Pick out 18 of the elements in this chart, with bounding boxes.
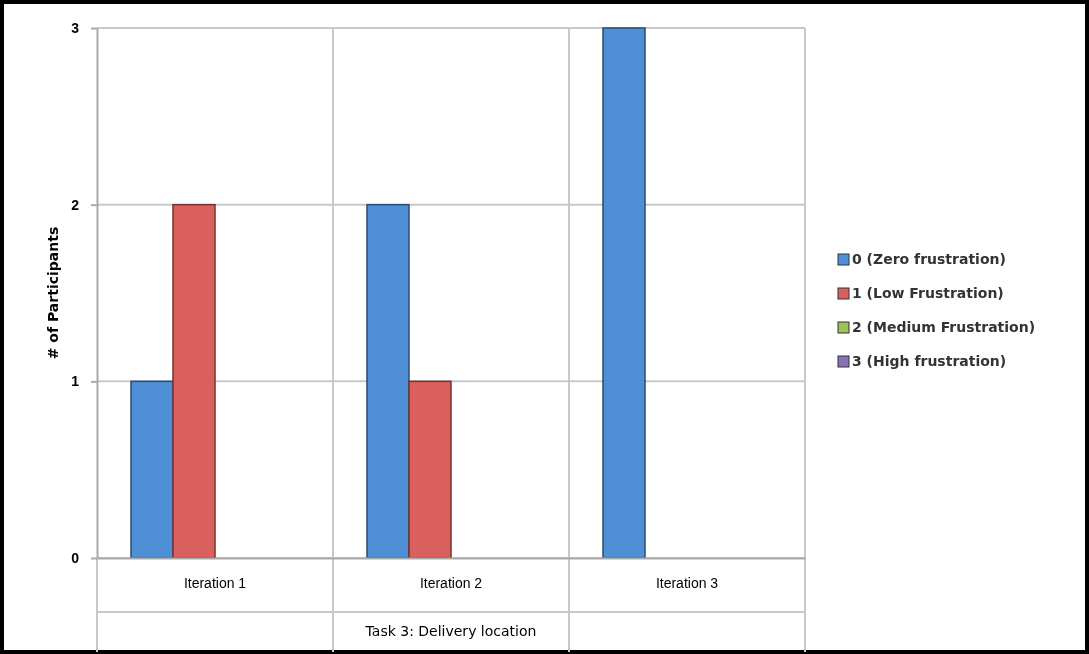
x-axis-title: Task 3: Delivery location — [364, 623, 537, 639]
bar — [172, 203, 216, 559]
y-tick-label: 2 — [71, 196, 80, 213]
legend-label: 3 (High frustration) — [852, 353, 1007, 369]
bar — [366, 203, 410, 559]
y-axis-title: # of Participants — [45, 226, 61, 360]
x-tick-label: Iteration 2 — [419, 574, 483, 591]
legend-label: 0 (Zero frustration) — [852, 251, 1006, 267]
y-tick-label: 3 — [71, 19, 80, 36]
y-tick-label: 1 — [71, 373, 80, 390]
bar — [602, 27, 646, 559]
y-tick-label: 0 — [71, 549, 80, 566]
x-tick-label: Iteration 3 — [655, 574, 719, 591]
legend-label: 1 (Low Frustration) — [852, 285, 1004, 301]
legend-label: 2 (Medium Frustration) — [852, 319, 1036, 335]
x-tick-label: Iteration 1 — [183, 574, 247, 591]
bar — [130, 380, 174, 559]
bar — [408, 380, 452, 559]
